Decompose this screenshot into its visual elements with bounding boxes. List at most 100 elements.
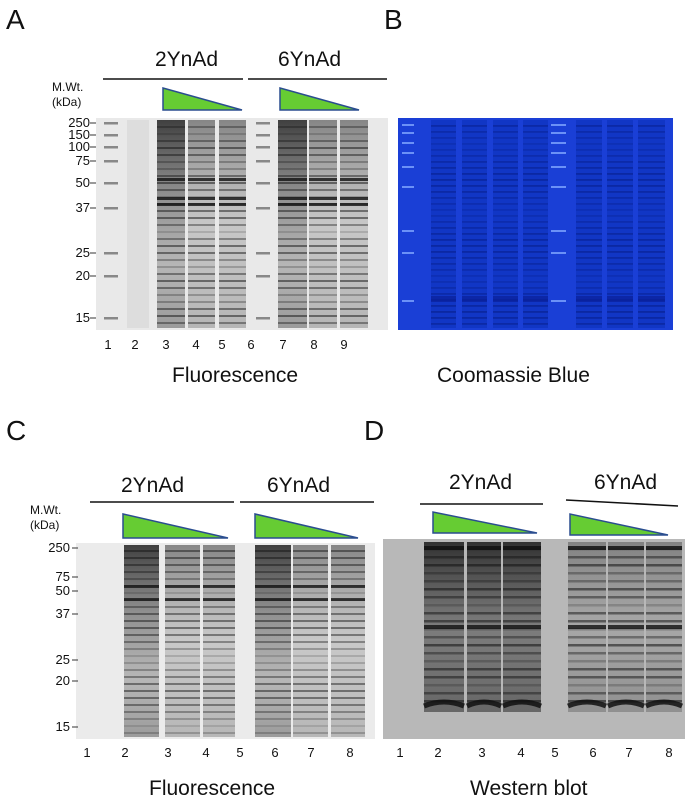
panel-b-band [523, 167, 548, 169]
panel-a-band [188, 294, 215, 296]
panel-c-band [203, 557, 235, 559]
panel-b-band [462, 143, 487, 145]
panel-c-band [124, 550, 159, 552]
panel-b-band [431, 125, 456, 127]
panel-b-ladder-band [551, 186, 566, 188]
panel-b-band [523, 233, 548, 235]
panel-c-band [255, 557, 291, 559]
panel-b-band [523, 137, 548, 139]
panel-c-band [331, 683, 365, 685]
panel-a-ladder-band [104, 207, 118, 210]
panel-d-top-band [646, 546, 682, 550]
panel-a-band [278, 126, 307, 128]
panel-b-band [576, 293, 602, 295]
panel-b-strong-band [493, 296, 518, 302]
panel-b-band [523, 143, 548, 145]
panel-a-band [309, 238, 337, 240]
panel-a-band [340, 161, 368, 163]
panel-a-group-2-label: 6YnAd [278, 48, 342, 71]
panel-c-lane-1: 2 [121, 745, 129, 760]
panel-a-ladder-band [256, 182, 270, 185]
panel-a-band [157, 245, 185, 247]
panel-a-band [188, 175, 215, 177]
panel-c-band [165, 697, 200, 699]
panel-a-band [157, 168, 185, 170]
panel-c-band [255, 648, 291, 650]
panel-b-band [431, 143, 456, 145]
panel-c-band [255, 732, 291, 734]
panel-b-sample-lane [607, 120, 633, 328]
panel-b-ladder-band [551, 132, 566, 134]
panel-a-band [157, 126, 185, 128]
panel-b-band [607, 233, 633, 235]
panel-d-band [608, 572, 644, 575]
panel-d-lane-5: 6 [589, 745, 597, 760]
panel-a-band [309, 189, 337, 191]
panel-d-band [568, 684, 606, 687]
panel-d-band [646, 564, 682, 567]
panel-b-ladder-band [402, 186, 414, 188]
panel-b-band [638, 191, 665, 193]
panel-d-top-band [424, 546, 464, 550]
panel-b-band [523, 149, 548, 151]
panel-b-band [462, 233, 487, 235]
panel-d-band [608, 564, 644, 567]
panel-a-band [340, 182, 368, 184]
panel-c-band [165, 634, 200, 636]
panel-a-band [188, 238, 215, 240]
panel-d-band [503, 596, 541, 599]
panel-d-band [646, 604, 682, 607]
panel-d-top-band [467, 546, 501, 550]
panel-b-band [638, 143, 665, 145]
panel-c-band [255, 620, 291, 622]
panel-b-ladder-band [402, 132, 414, 134]
panel-b-band [462, 173, 487, 175]
panel-b-band [431, 215, 456, 217]
panel-b-band [638, 257, 665, 259]
panel-b-band [638, 173, 665, 175]
panel-a-band [157, 322, 185, 324]
panel-d-mid-band [424, 625, 464, 629]
panel-d-mid-band [608, 625, 644, 629]
panel-b-strong-band [576, 296, 602, 302]
panel-c-band [293, 627, 328, 629]
panel-c-band [124, 564, 159, 566]
panel-b-band [493, 137, 518, 139]
panel-c-band [293, 732, 328, 734]
panel-c-band [165, 704, 200, 706]
panel-d-band [646, 676, 682, 679]
panel-a-band [340, 322, 368, 324]
panel-a-band [157, 224, 185, 226]
panel-d-lane-3: 4 [517, 745, 525, 760]
panel-b-band [607, 161, 633, 163]
panel-d-band [424, 636, 464, 639]
panel-d-band [467, 660, 501, 663]
panel-c-mw-tick-3: 37 [55, 606, 70, 621]
panel-a-band [309, 161, 337, 163]
panel-c-band [255, 634, 291, 636]
panel-c-band [124, 711, 159, 713]
panel-a-strong-band [157, 203, 185, 206]
panel-c-band [203, 669, 235, 671]
panel-c-sample-lane [165, 545, 200, 737]
panel-b-band [638, 197, 665, 199]
panel-b-band [576, 125, 602, 127]
panel-d-band [568, 660, 606, 663]
panel-b-strong-band [638, 296, 665, 302]
panel-a-band [340, 266, 368, 268]
panel-a-band [219, 287, 246, 289]
panel-a-band [188, 308, 215, 310]
panel-d-band [424, 580, 464, 583]
panel-b-band [431, 317, 456, 319]
panel-c-band [331, 592, 365, 594]
panel-a-band [157, 294, 185, 296]
panel-c-mw-tick-4: 25 [55, 652, 70, 667]
panel-a-band [219, 161, 246, 163]
panel-a-band [188, 231, 215, 233]
panel-c-band [124, 620, 159, 622]
panel-a-sample-lane [157, 120, 185, 328]
panel-c-strong-band [203, 598, 235, 601]
panel-c-band [331, 655, 365, 657]
panel-a-ladder-band [256, 252, 270, 255]
panel-c-band [165, 718, 200, 720]
